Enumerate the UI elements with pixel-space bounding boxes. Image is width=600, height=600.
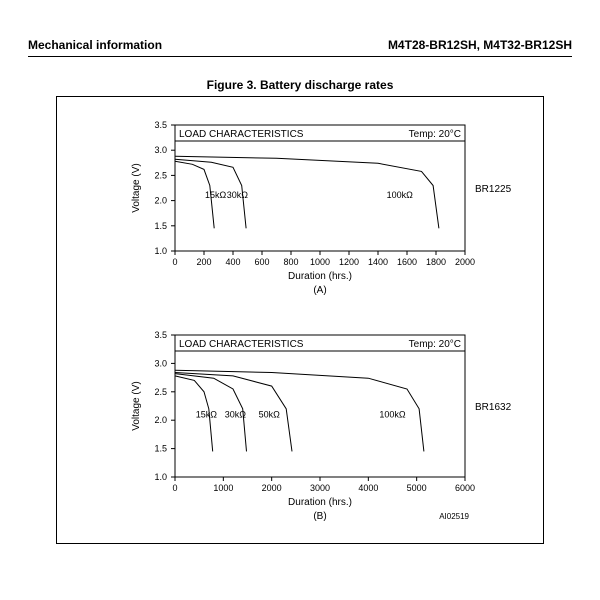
svg-text:3.5: 3.5 — [154, 120, 167, 130]
svg-text:4000: 4000 — [358, 483, 378, 493]
svg-text:15kΩ: 15kΩ — [196, 409, 218, 419]
svg-text:2.5: 2.5 — [154, 170, 167, 180]
svg-text:5000: 5000 — [407, 483, 427, 493]
svg-text:1000: 1000 — [213, 483, 233, 493]
svg-text:3000: 3000 — [310, 483, 330, 493]
svg-text:6000: 6000 — [455, 483, 475, 493]
svg-text:50kΩ: 50kΩ — [259, 409, 281, 419]
header-section-left: Mechanical information — [28, 38, 162, 52]
svg-text:BR1225: BR1225 — [475, 184, 512, 195]
svg-text:30kΩ: 30kΩ — [225, 409, 247, 419]
svg-text:1800: 1800 — [426, 257, 446, 267]
svg-text:1600: 1600 — [397, 257, 417, 267]
header-rule — [28, 56, 572, 57]
svg-text:Duration (hrs.): Duration (hrs.) — [288, 497, 352, 508]
svg-text:2000: 2000 — [455, 257, 475, 267]
svg-text:Voltage (V): Voltage (V) — [131, 381, 142, 430]
figure-frame: LOAD CHARACTERISTICS Temp: 20°C 1.0 1.5 2.0 2… — [56, 96, 544, 544]
svg-text:2.0: 2.0 — [154, 196, 167, 206]
figure-title: Figure 3. Battery discharge rates — [0, 78, 600, 92]
svg-text:200: 200 — [196, 257, 211, 267]
svg-text:3.0: 3.0 — [154, 358, 167, 368]
svg-text:1000: 1000 — [310, 257, 330, 267]
svg-text:100kΩ: 100kΩ — [387, 190, 414, 200]
svg-text:3.0: 3.0 — [154, 145, 167, 155]
svg-text:15kΩ: 15kΩ — [205, 190, 227, 200]
svg-text:1.5: 1.5 — [154, 444, 167, 454]
svg-text:(A): (A) — [313, 285, 326, 296]
svg-text:(B): (B) — [313, 511, 326, 522]
svg-text:800: 800 — [283, 257, 298, 267]
svg-text:LOAD CHARACTERISTICS: LOAD CHARACTERISTICS — [179, 129, 304, 140]
svg-text:Voltage (V): Voltage (V) — [131, 163, 142, 212]
header-part-numbers: M4T28-BR12SH, M4T32-BR12SH — [388, 38, 572, 52]
svg-text:Temp: 20°C: Temp: 20°C — [409, 129, 461, 140]
chart-a: LOAD CHARACTERISTICS Temp: 20°C 1.0 1.5 2.0 2… — [57, 97, 543, 307]
svg-text:Temp: 20°C: Temp: 20°C — [409, 339, 461, 350]
svg-text:3.5: 3.5 — [154, 330, 167, 340]
svg-text:Duration (hrs.): Duration (hrs.) — [288, 271, 352, 282]
svg-text:BR1632: BR1632 — [475, 402, 512, 413]
svg-text:100kΩ: 100kΩ — [379, 409, 406, 419]
svg-text:2.0: 2.0 — [154, 415, 167, 425]
svg-text:400: 400 — [225, 257, 240, 267]
page: Mechanical information M4T28-BR12SH, M4T… — [0, 0, 600, 600]
svg-text:LOAD CHARACTERISTICS: LOAD CHARACTERISTICS — [179, 339, 304, 350]
svg-text:AI02519: AI02519 — [439, 512, 469, 521]
svg-text:600: 600 — [254, 257, 269, 267]
chart-b: LOAD CHARACTERISTICS Temp: 20°C 1.0 1.5 2.0 2… — [57, 307, 543, 533]
svg-text:1.5: 1.5 — [154, 221, 167, 231]
svg-text:1400: 1400 — [368, 257, 388, 267]
svg-text:2.5: 2.5 — [154, 387, 167, 397]
svg-text:30kΩ: 30kΩ — [227, 190, 249, 200]
svg-text:2000: 2000 — [262, 483, 282, 493]
svg-text:1200: 1200 — [339, 257, 359, 267]
svg-text:0: 0 — [172, 257, 177, 267]
svg-text:1.0: 1.0 — [154, 246, 167, 256]
svg-text:0: 0 — [172, 483, 177, 493]
svg-text:1.0: 1.0 — [154, 472, 167, 482]
